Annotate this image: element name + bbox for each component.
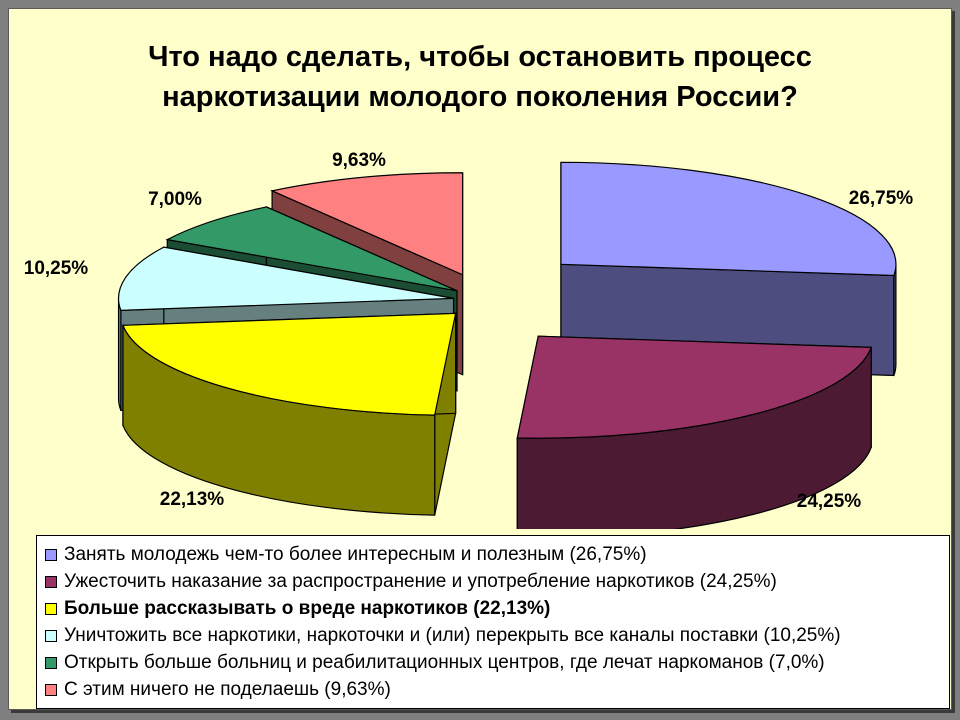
legend-swatch: [45, 549, 57, 561]
pie-slice-side: [893, 264, 897, 376]
legend-swatch: [45, 630, 57, 642]
data-label: 24,25%: [797, 491, 862, 512]
legend-label: Занять молодежь чем-то более интересным …: [64, 544, 647, 565]
legend-item: Больше рассказывать о вреде наркотиков (…: [45, 596, 550, 622]
pie-slice: [122, 312, 457, 516]
chart-title-line-1: Что надо сделать, чтобы остановить проце…: [148, 41, 812, 73]
legend: Занять молодежь чем-то более интересным …: [36, 535, 950, 709]
pie-slice-side: [117, 298, 122, 411]
legend-item: Уничтожить все наркотики, наркоточки и (…: [45, 623, 841, 649]
data-label: 10,25%: [24, 258, 89, 279]
legend-label: Открыть больше больниц и реабилитационны…: [64, 652, 825, 673]
legend-label: С этим ничего не поделаешь (9,63%): [64, 679, 391, 700]
legend-label: Больше рассказывать о вреде наркотиков (…: [64, 598, 551, 619]
data-label: 9,63%: [332, 150, 386, 171]
legend-swatch: [45, 603, 57, 615]
chart-frame: 26,75% 24,25% 22,13% 10,25% 7,00% 9,63% Что н…: [8, 8, 952, 710]
data-label: 26,75%: [849, 188, 914, 209]
pie-slice-top: [560, 161, 897, 277]
pie-slice-top: [122, 312, 457, 416]
legend-label: Уничтожить все наркотики, наркоточки и (…: [64, 625, 841, 646]
legend-swatch: [45, 684, 57, 696]
legend-item: Ужесточить наказание за распространение …: [45, 569, 777, 595]
pie-slice-top: [270, 172, 464, 276]
legend-swatch: [45, 576, 57, 588]
data-label: 22,13%: [160, 489, 225, 510]
pie-slice-top: [516, 335, 873, 439]
pie-slice: [516, 335, 873, 529]
pie-slice-top: [165, 206, 458, 292]
chart-title: Что надо сделать, чтобы остановить проце…: [9, 37, 951, 117]
legend-label: Ужесточить наказание за распространение …: [64, 571, 777, 592]
legend-swatch: [45, 657, 57, 669]
legend-item: Занять молодежь чем-то более интересным …: [45, 542, 647, 568]
legend-item: С этим ничего не поделаешь (9,63%): [45, 677, 391, 703]
data-label: 7,00%: [148, 189, 202, 210]
pie-chart: 26,75% 24,25% 22,13% 10,25% 7,00% 9,63%: [24, 150, 914, 529]
legend-item: Открыть больше больниц и реабилитационны…: [45, 650, 825, 676]
pie-slice-top: [117, 246, 454, 311]
chart-title-line-2: наркотизации молодого поколения России?: [162, 81, 798, 113]
